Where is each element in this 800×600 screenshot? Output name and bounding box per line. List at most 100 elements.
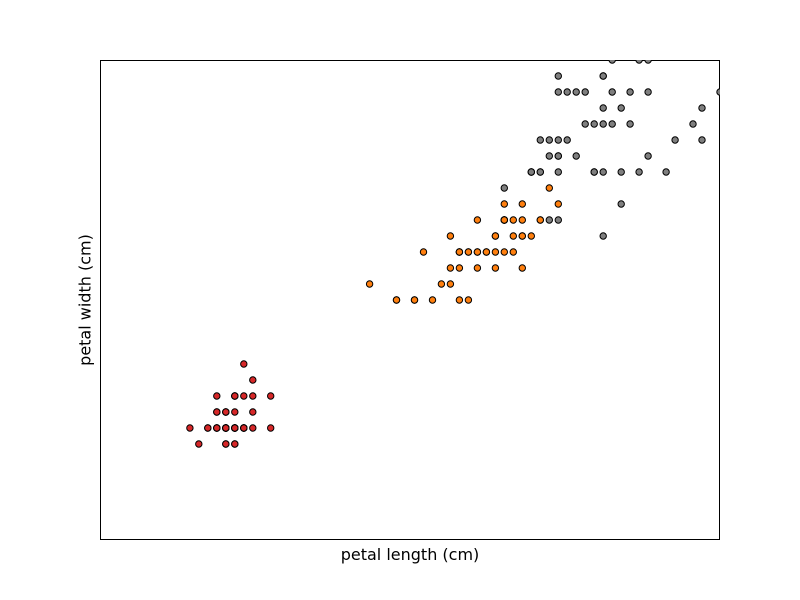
data-point bbox=[231, 440, 239, 448]
series-2 bbox=[365, 168, 562, 304]
data-point bbox=[195, 440, 203, 448]
data-point bbox=[518, 264, 526, 272]
data-point bbox=[626, 120, 634, 128]
data-point bbox=[213, 424, 221, 432]
data-point bbox=[222, 440, 230, 448]
data-point bbox=[500, 216, 508, 224]
data-point bbox=[240, 392, 248, 400]
data-point bbox=[599, 232, 607, 240]
data-point bbox=[267, 392, 275, 400]
data-point bbox=[698, 136, 706, 144]
data-point bbox=[518, 200, 526, 208]
data-point bbox=[608, 88, 616, 96]
data-point bbox=[455, 264, 464, 272]
data-point bbox=[572, 152, 580, 160]
data-point bbox=[536, 216, 544, 224]
data-point bbox=[545, 216, 553, 224]
scatter-plot-area bbox=[100, 60, 720, 540]
data-point bbox=[644, 60, 652, 64]
data-point bbox=[419, 248, 428, 256]
data-point bbox=[222, 424, 230, 432]
data-point bbox=[249, 392, 257, 400]
data-point bbox=[464, 248, 473, 256]
data-point bbox=[518, 232, 526, 240]
data-point bbox=[231, 408, 239, 416]
data-point bbox=[644, 152, 652, 160]
data-point bbox=[473, 216, 482, 224]
data-point bbox=[563, 88, 571, 96]
data-point bbox=[536, 136, 544, 144]
data-point bbox=[482, 248, 491, 256]
data-point bbox=[554, 216, 562, 224]
data-point bbox=[599, 168, 607, 176]
data-point bbox=[213, 408, 221, 416]
data-point bbox=[554, 200, 562, 208]
data-point bbox=[240, 360, 248, 368]
data-point bbox=[554, 152, 562, 160]
data-point bbox=[608, 120, 616, 128]
plot-frame bbox=[100, 60, 720, 540]
data-point bbox=[554, 88, 562, 96]
data-point bbox=[455, 296, 464, 304]
data-point bbox=[231, 392, 239, 400]
data-point bbox=[545, 184, 553, 192]
points-layer bbox=[186, 60, 720, 448]
data-point bbox=[267, 424, 275, 432]
data-point bbox=[392, 296, 401, 304]
data-point bbox=[249, 424, 257, 432]
data-point bbox=[437, 280, 446, 288]
data-point bbox=[473, 248, 482, 256]
data-point bbox=[204, 424, 212, 432]
data-point bbox=[554, 136, 562, 144]
data-point bbox=[509, 216, 517, 224]
x-axis-label: petal length (cm) bbox=[340, 545, 480, 564]
data-point bbox=[240, 424, 248, 432]
data-point bbox=[365, 280, 374, 288]
data-point bbox=[186, 424, 194, 432]
data-point bbox=[554, 72, 562, 80]
data-point bbox=[500, 200, 508, 208]
data-point bbox=[222, 408, 230, 416]
y-axis-label: petal width (cm) bbox=[75, 234, 95, 366]
data-point bbox=[626, 88, 634, 96]
data-point bbox=[527, 232, 535, 240]
data-point bbox=[231, 424, 239, 432]
data-point bbox=[563, 136, 571, 144]
data-point bbox=[581, 88, 589, 96]
data-point bbox=[491, 264, 500, 272]
data-point bbox=[716, 88, 720, 96]
data-point bbox=[509, 248, 517, 256]
data-point bbox=[428, 296, 437, 304]
series-1 bbox=[186, 360, 275, 448]
data-point bbox=[617, 104, 625, 112]
data-point bbox=[617, 200, 625, 208]
data-point bbox=[689, 120, 697, 128]
data-point bbox=[213, 392, 221, 400]
data-point bbox=[500, 248, 508, 256]
data-point bbox=[464, 296, 473, 304]
data-point bbox=[491, 232, 500, 240]
series-3 bbox=[500, 60, 720, 240]
data-point bbox=[455, 248, 464, 256]
data-point bbox=[545, 152, 553, 160]
data-point bbox=[608, 60, 616, 64]
data-point bbox=[518, 216, 526, 224]
data-point bbox=[410, 296, 419, 304]
data-point bbox=[581, 120, 589, 128]
data-point bbox=[599, 72, 607, 80]
data-point bbox=[473, 264, 482, 272]
data-point bbox=[671, 136, 679, 144]
data-point bbox=[662, 168, 670, 176]
data-point bbox=[644, 88, 652, 96]
data-point bbox=[249, 408, 257, 416]
data-point bbox=[446, 280, 455, 288]
data-point bbox=[698, 104, 706, 112]
data-point bbox=[509, 232, 517, 240]
data-point bbox=[635, 168, 643, 176]
data-point bbox=[599, 104, 607, 112]
data-point bbox=[527, 168, 535, 176]
data-point bbox=[572, 88, 580, 96]
data-point bbox=[635, 60, 643, 64]
data-point bbox=[536, 168, 544, 176]
